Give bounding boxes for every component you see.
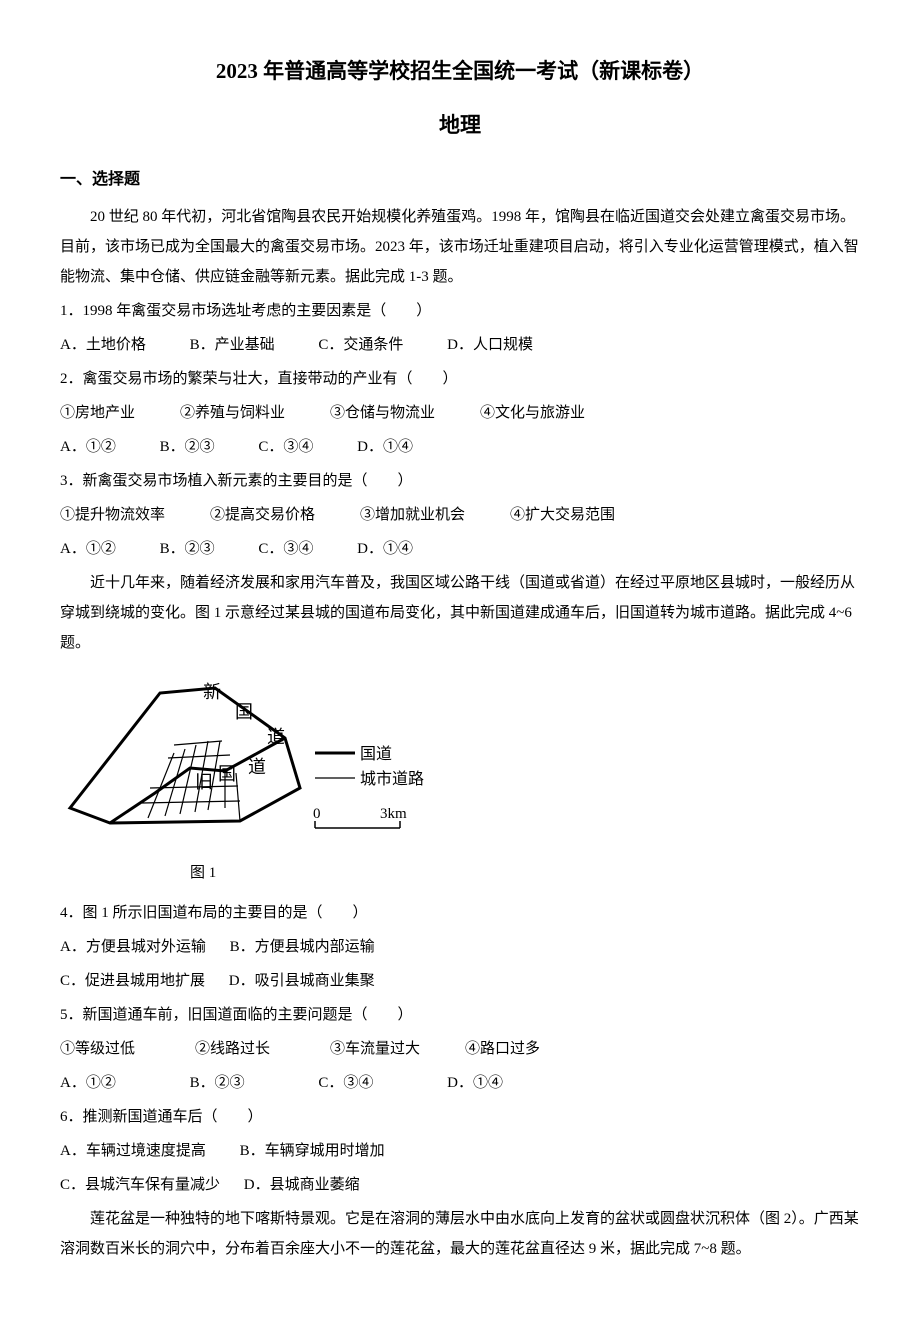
q4-option-a: A．方便县城对外运输: [60, 932, 206, 962]
city-road: [148, 753, 174, 818]
q1-option-a: A．土地价格: [60, 330, 146, 360]
q1-option-b: B．产业基础: [190, 330, 275, 360]
q6-option-d: D．县城商业萎缩: [244, 1170, 360, 1200]
figure-1: 新 国 道 旧 国 道 国道 城市道路 0 3km 图 1: [60, 673, 860, 888]
road-label: 道: [267, 727, 285, 747]
city-road: [174, 741, 222, 745]
q2-option-a: A．①②: [60, 432, 116, 462]
q5-option-a: A．①②: [60, 1068, 116, 1098]
national-label-2: 国: [218, 764, 236, 784]
passage-1: 20 世纪 80 年代初，河北省馆陶县农民开始规模化养殖蛋鸡。1998 年，馆陶…: [60, 202, 860, 292]
q6-option-b: B．车辆穿城用时增加: [240, 1136, 385, 1166]
q3-option-a: A．①②: [60, 534, 116, 564]
q3-option-b: B．②③: [160, 534, 215, 564]
q4-option-b: B．方便县城内部运输: [230, 932, 375, 962]
q3-option-c: C．③④: [258, 534, 313, 564]
main-title: 2023 年普通高等学校招生全国统一考试（新课标卷）: [60, 50, 860, 92]
question-3-options: A．①② B．②③ C．③④ D．①④: [60, 534, 860, 564]
question-6: 6．推测新国道通车后（ ）: [60, 1102, 860, 1132]
road-label-2: 道: [248, 757, 266, 777]
sub-title: 地理: [60, 104, 860, 146]
q6-option-a: A．车辆过境速度提高: [60, 1136, 206, 1166]
new-road-label: 新: [203, 682, 221, 702]
q5-option-c: C．③④: [318, 1068, 373, 1098]
city-road: [236, 773, 240, 821]
section-title: 一、选择题: [60, 164, 860, 196]
national-label: 国: [235, 702, 253, 722]
legend-national-road: 国道: [360, 745, 392, 763]
city-road: [180, 745, 196, 814]
question-4-options-row2: C．促进县城用地扩展 D．吸引县城商业集聚: [60, 966, 860, 996]
question-1: 1．1998 年禽蛋交易市场选址考虑的主要因素是（ ）: [60, 296, 860, 326]
question-2: 2．禽蛋交易市场的繁荣与壮大，直接带动的产业有（ ）: [60, 364, 860, 394]
question-3-items: ①提升物流效率 ②提高交易价格 ③增加就业机会 ④扩大交易范围: [60, 500, 860, 530]
question-5-options: A．①② B．②③ C．③④ D．①④: [60, 1068, 860, 1098]
q4-option-d: D．吸引县城商业集聚: [229, 966, 375, 996]
q2-option-c: C．③④: [258, 432, 313, 462]
passage-3: 莲花盆是一种独特的地下喀斯特景观。它是在溶洞的薄层水中由水底向上发育的盆状或圆盘…: [60, 1204, 860, 1264]
question-2-options: A．①② B．②③ C．③④ D．①④: [60, 432, 860, 462]
old-road-label: 旧: [195, 772, 213, 792]
legend-city-road: 城市道路: [360, 770, 424, 788]
scale-0: 0: [313, 806, 321, 822]
question-3: 3．新禽蛋交易市场植入新元素的主要目的是（ ）: [60, 466, 860, 496]
question-2-items: ①房地产业 ②养殖与饲料业 ③仓储与物流业 ④文化与旅游业: [60, 398, 860, 428]
question-4-options-row1: A．方便县城对外运输 B．方便县城内部运输: [60, 932, 860, 962]
q5-option-b: B．②③: [190, 1068, 245, 1098]
question-5: 5．新国道通车前，旧国道面临的主要问题是（ ）: [60, 1000, 860, 1030]
q4-option-c: C．促进县城用地扩展: [60, 966, 205, 996]
question-4: 4．图 1 所示旧国道布局的主要目的是（ ）: [60, 898, 860, 928]
new-road-outline: [70, 688, 300, 823]
figure-1-caption: 图 1: [190, 858, 860, 888]
figure-1-svg: 新 国 道 旧 国 道 国道 城市道路 0 3km: [60, 673, 440, 853]
q1-option-d: D．人口规模: [447, 330, 533, 360]
question-6-options-row2: C．县城汽车保有量减少 D．县城商业萎缩: [60, 1170, 860, 1200]
question-1-options: A．土地价格 B．产业基础 C．交通条件 D．人口规模: [60, 330, 860, 360]
city-road: [168, 755, 230, 758]
passage-2: 近十几年来，随着经济发展和家用汽车普及，我国区域公路干线（国道或省道）在经过平原…: [60, 568, 860, 658]
scale-3km: 3km: [380, 806, 407, 822]
q2-option-d: D．①④: [357, 432, 413, 462]
question-5-items: ①等级过低 ②线路过长 ③车流量过大 ④路口过多: [60, 1034, 860, 1064]
q1-option-c: C．交通条件: [318, 330, 403, 360]
q3-option-d: D．①④: [357, 534, 413, 564]
q5-option-d: D．①④: [447, 1068, 503, 1098]
q2-option-b: B．②③: [160, 432, 215, 462]
question-6-options-row1: A．车辆过境速度提高 B．车辆穿城用时增加: [60, 1136, 860, 1166]
q6-option-c: C．县城汽车保有量减少: [60, 1170, 220, 1200]
